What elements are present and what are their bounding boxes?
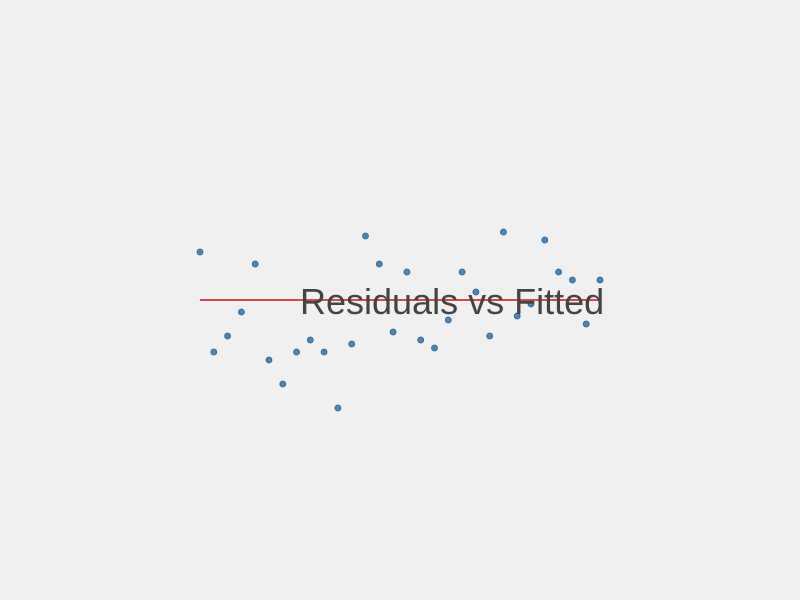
data-point bbox=[279, 380, 287, 388]
data-point bbox=[265, 356, 273, 364]
data-point bbox=[431, 344, 438, 352]
data-point bbox=[224, 332, 232, 340]
data-point bbox=[458, 268, 466, 276]
data-point bbox=[362, 232, 369, 240]
data-point bbox=[527, 300, 535, 308]
data-point bbox=[210, 348, 218, 356]
data-point bbox=[596, 276, 604, 284]
data-point bbox=[555, 268, 562, 276]
data-point bbox=[472, 288, 480, 296]
data-point bbox=[196, 248, 204, 256]
data-point bbox=[403, 268, 411, 276]
points-layer bbox=[196, 228, 604, 412]
data-point bbox=[306, 336, 314, 344]
data-point bbox=[320, 348, 328, 356]
data-point bbox=[541, 236, 549, 244]
data-point bbox=[499, 228, 507, 236]
chart-title: Residuals vs Fitted bbox=[300, 281, 604, 322]
data-point bbox=[237, 308, 245, 316]
data-point bbox=[375, 260, 383, 268]
data-point bbox=[513, 312, 521, 320]
data-point bbox=[582, 320, 590, 328]
data-point bbox=[486, 332, 494, 340]
data-point bbox=[569, 276, 576, 284]
data-point bbox=[389, 328, 397, 336]
data-point bbox=[251, 260, 259, 268]
data-point bbox=[417, 336, 425, 344]
data-point bbox=[293, 348, 301, 356]
data-point bbox=[444, 316, 452, 324]
data-point bbox=[348, 340, 356, 348]
data-point bbox=[334, 404, 342, 412]
